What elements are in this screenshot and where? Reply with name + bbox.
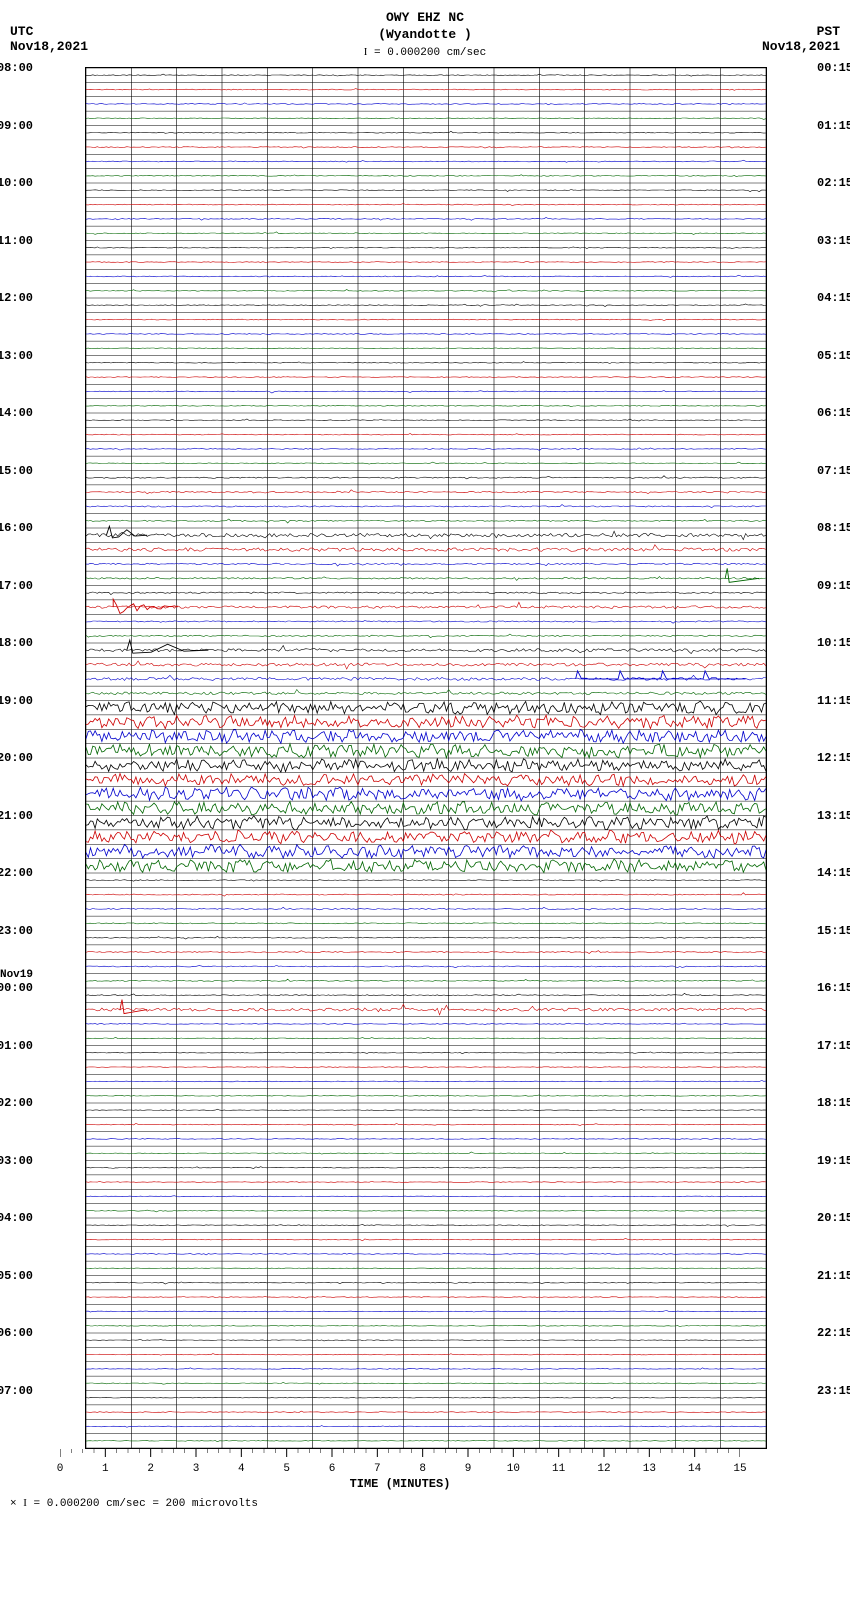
pst-tick: 01:15 — [817, 119, 850, 133]
pst-tick: 20:15 — [817, 1211, 850, 1225]
x-tick: 10 — [507, 1463, 520, 1475]
station-title: OWY EHZ NC — [10, 10, 840, 25]
x-tick: 7 — [374, 1463, 381, 1475]
pst-tick: 02:15 — [817, 176, 850, 190]
pst-tick: 16:15 — [817, 981, 850, 995]
seismogram-plot — [85, 67, 767, 1449]
utc-tick: 06:00 — [0, 1326, 33, 1340]
utc-tick: 18:00 — [0, 636, 33, 650]
x-tick: 5 — [283, 1463, 290, 1475]
pst-tick: 10:15 — [817, 636, 850, 650]
pst-axis: 00:1501:1502:1503:1504:1505:1506:1507:15… — [817, 67, 850, 1447]
utc-tick: 19:00 — [0, 694, 33, 708]
utc-tick: 04:00 — [0, 1211, 33, 1225]
pst-tick: 06:15 — [817, 406, 850, 420]
pst-tick: 08:15 — [817, 521, 850, 535]
x-tick: 4 — [238, 1463, 245, 1475]
utc-tick: 22:00 — [0, 866, 33, 880]
pst-tick: 18:15 — [817, 1096, 850, 1110]
pst-tick: 07:15 — [817, 464, 850, 478]
utc-tick: 16:00 — [0, 521, 33, 535]
pst-tick: 12:15 — [817, 751, 850, 765]
right-tz-label: PST — [720, 24, 840, 39]
x-tick: 1 — [102, 1463, 109, 1475]
pst-tick: 13:15 — [817, 809, 850, 823]
pst-tick: 14:15 — [817, 866, 850, 880]
x-tick: 13 — [643, 1463, 656, 1475]
utc-tick: 05:00 — [0, 1269, 33, 1283]
pst-tick: 11:15 — [817, 694, 850, 708]
utc-tick: 08:00 — [0, 61, 33, 75]
pst-tick: 15:15 — [817, 924, 850, 938]
x-tick: 6 — [329, 1463, 336, 1475]
pst-tick: 23:15 — [817, 1384, 850, 1398]
utc-tick: 00:00 — [0, 981, 33, 995]
utc-tick: 12:00 — [0, 291, 33, 305]
left-tz-label: UTC — [10, 24, 130, 39]
pst-tick: 04:15 — [817, 291, 850, 305]
pst-tick: 19:15 — [817, 1154, 850, 1168]
left-date-label: Nov18,2021 — [10, 39, 130, 54]
utc-day2-label: Nov19 — [0, 969, 33, 981]
x-tick: 2 — [147, 1463, 154, 1475]
utc-tick: 17:00 — [0, 579, 33, 593]
x-tick: 3 — [193, 1463, 200, 1475]
x-axis-title: TIME (MINUTES) — [60, 1477, 740, 1491]
x-tick: 14 — [688, 1463, 701, 1475]
utc-tick: 03:00 — [0, 1154, 33, 1168]
utc-tick: 21:00 — [0, 809, 33, 823]
pst-tick: 05:15 — [817, 349, 850, 363]
utc-tick: 01:00 — [0, 1039, 33, 1053]
utc-tick: 15:00 — [0, 464, 33, 478]
pst-tick: 17:15 — [817, 1039, 850, 1053]
footer-scale: × I = 0.000200 cm/sec = 200 microvolts — [10, 1497, 840, 1510]
x-axis: TIME (MINUTES) 0123456789101112131415 — [60, 1449, 740, 1489]
utc-tick: 11:00 — [0, 234, 33, 248]
x-tick: 15 — [733, 1463, 746, 1475]
x-tick: 12 — [597, 1463, 610, 1475]
right-date-label: Nov18,2021 — [720, 39, 840, 54]
utc-axis: 08:0009:0010:0011:0012:0013:0014:0015:00… — [0, 67, 33, 1447]
x-tick: 8 — [419, 1463, 426, 1475]
utc-tick: 23:00 — [0, 924, 33, 938]
utc-tick: 13:00 — [0, 349, 33, 363]
utc-tick: 09:00 — [0, 119, 33, 133]
x-tick: 11 — [552, 1463, 565, 1475]
utc-tick: 20:00 — [0, 751, 33, 765]
x-tick: 0 — [57, 1463, 64, 1475]
pst-tick: 09:15 — [817, 579, 850, 593]
pst-tick: 03:15 — [817, 234, 850, 248]
utc-tick: 02:00 — [0, 1096, 33, 1110]
x-tick: 9 — [465, 1463, 472, 1475]
utc-tick: 07:00 — [0, 1384, 33, 1398]
pst-tick: 00:15 — [817, 61, 850, 75]
utc-tick: 14:00 — [0, 406, 33, 420]
pst-tick: 22:15 — [817, 1326, 850, 1340]
utc-tick: 10:00 — [0, 176, 33, 190]
pst-tick: 21:15 — [817, 1269, 850, 1283]
